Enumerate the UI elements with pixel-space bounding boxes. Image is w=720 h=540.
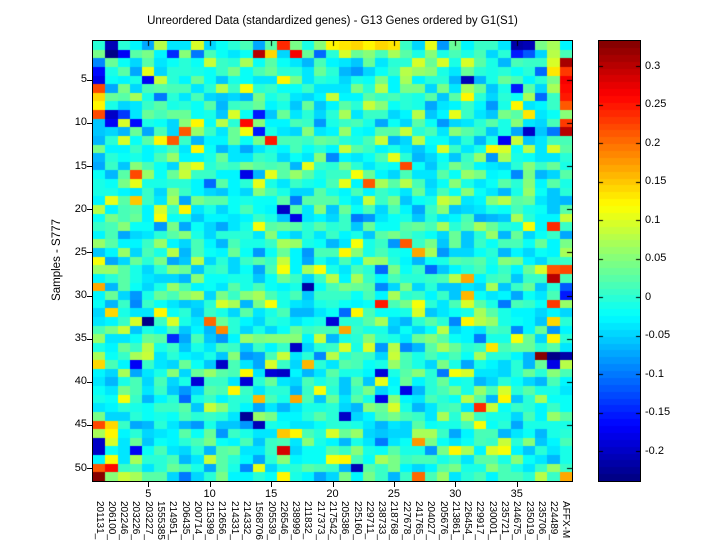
axis-tick	[455, 482, 456, 487]
x-gene-label: 1555385	[155, 501, 167, 540]
axis-tick	[333, 482, 334, 487]
axis-tick	[87, 80, 92, 81]
x-gene-label: 1568706	[253, 501, 265, 540]
heatmap-canvas	[93, 41, 572, 481]
y-tick-label: 35	[74, 332, 87, 345]
x-gene-label: 238733_	[376, 501, 388, 540]
axis-tick	[87, 468, 92, 469]
heatmap-axes	[92, 40, 573, 482]
x-gene-label: 205386_	[339, 501, 351, 540]
x-gene-label: 235706_	[535, 501, 547, 540]
y-tick-label: 40	[74, 375, 87, 388]
y-tick-label: 30	[74, 289, 87, 301]
x-gene-label: 215399_	[204, 501, 216, 540]
y-tick-label: 25	[74, 245, 87, 258]
colorbar-tick-label: 0	[645, 290, 652, 303]
x-gene-label: 204027_	[425, 501, 437, 540]
x-gene-label: 214331_	[228, 501, 240, 540]
y-tick-label: 50	[74, 461, 87, 474]
axis-tick	[87, 425, 92, 426]
x-gene-label: 206435_	[179, 501, 191, 540]
axis-tick	[87, 339, 92, 340]
colorbar-tick-label: 0.25	[645, 98, 667, 111]
x-gene-label: 217542_	[327, 501, 338, 540]
y-tick-label: 10	[74, 116, 87, 129]
x-gene-label: 218768_	[388, 501, 400, 540]
x-gene-label: 203226_	[130, 501, 142, 540]
x-tick-label: 5	[145, 488, 152, 500]
colorbar	[598, 40, 641, 482]
colorbar-tick-label: 0.1	[645, 213, 661, 226]
x-gene-label: 229917_	[474, 501, 486, 540]
x-gene-label: 201131_	[93, 501, 105, 540]
x-gene-label: 235721_	[498, 501, 510, 540]
x-gene-label: AFFX-M	[560, 501, 572, 539]
axis-tick	[271, 482, 272, 487]
x-gene-label: 227678_	[400, 501, 412, 540]
x-gene-label: 214951_	[167, 501, 179, 540]
x-tick-label: 30	[449, 488, 462, 500]
axis-tick	[87, 296, 92, 297]
x-gene-label: 202246_	[118, 501, 130, 540]
y-tick-label: 5	[80, 73, 87, 86]
colorbar-tick-label: 0.05	[645, 252, 667, 265]
x-gene-label: 205676_	[437, 501, 449, 540]
x-tick-label: 10	[203, 488, 216, 500]
x-gene-label: 235019_	[523, 501, 535, 540]
colorbar-tick-label: -0.15	[645, 406, 671, 419]
axis-tick	[148, 482, 149, 487]
x-tick-label: 35	[510, 488, 523, 500]
x-gene-label: 225160_	[351, 501, 363, 540]
x-gene-label: 217373_	[314, 501, 326, 540]
x-gene-label: 229711_	[363, 501, 375, 540]
colorbar-tick-label: -0.2	[645, 444, 664, 457]
x-gene-label: 224489_	[548, 501, 560, 540]
axis-tick	[87, 382, 92, 383]
colorbar-tick-label: 0.15	[645, 175, 667, 188]
y-tick-label: 20	[74, 202, 87, 215]
x-gene-label: 213861_	[449, 501, 461, 540]
colorbar-tick-label: -0.05	[645, 329, 671, 342]
colorbar-tick-label: -0.1	[645, 367, 664, 380]
x-gene-label: 241765_	[412, 501, 424, 540]
axis-tick	[210, 482, 211, 487]
x-gene-label: 203227_	[142, 501, 154, 540]
y-tick-label: 45	[74, 418, 87, 431]
axis-tick	[87, 252, 92, 253]
x-gene-label: 226546_	[277, 501, 289, 540]
axis-tick	[87, 123, 92, 124]
x-tick-label: 25	[387, 488, 401, 500]
x-gene-label: 214332_	[241, 501, 253, 540]
x-gene-label: 244675_	[511, 501, 523, 540]
x-gene-label: 211832_	[302, 501, 314, 540]
plot-title: Unreordered Data (standardized genes) - …	[147, 15, 518, 27]
x-gene-label: 205539_	[265, 501, 277, 540]
x-gene-label: 200714_	[191, 501, 203, 540]
y-tick-label: 15	[74, 159, 87, 172]
colorbar-tick-label: 0.2	[645, 136, 661, 149]
axis-tick	[394, 482, 395, 487]
x-gene-label: 230001_	[486, 501, 498, 540]
x-gene-label: 238999_	[290, 501, 302, 540]
axis-tick	[87, 166, 92, 167]
x-gene-label: 226454_	[462, 501, 474, 540]
x-tick-label: 15	[264, 488, 278, 500]
colorbar-canvas	[599, 41, 640, 481]
x-gene-label: 212656_	[216, 501, 228, 540]
x-gene-label: 206100_	[105, 501, 117, 540]
x-tick-label: 20	[326, 488, 339, 500]
axis-tick	[87, 209, 92, 210]
colorbar-tick-label: 0.3	[645, 59, 661, 72]
axis-tick	[517, 482, 518, 487]
